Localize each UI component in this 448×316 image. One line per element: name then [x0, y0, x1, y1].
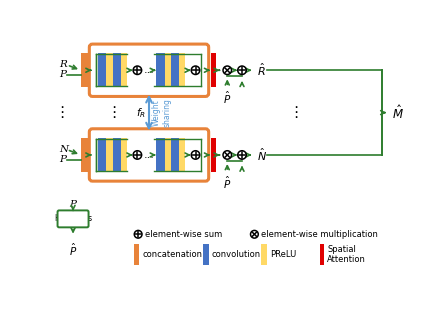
Text: $\hat{N}$: $\hat{N}$	[257, 147, 267, 163]
Text: PReLU: PReLU	[270, 250, 296, 259]
Bar	[134, 244, 139, 265]
Bar	[164, 53, 171, 87]
Text: convolution: convolution	[212, 250, 261, 259]
Text: Spatial
Attention: Spatial Attention	[327, 245, 366, 264]
Text: $\hat{P}$: $\hat{P}$	[223, 174, 232, 191]
FancyBboxPatch shape	[57, 210, 89, 227]
Text: R: R	[59, 60, 67, 70]
Text: ⋮: ⋮	[54, 105, 69, 120]
Bar	[81, 53, 88, 87]
Text: ⋮: ⋮	[107, 105, 122, 120]
Text: $\hat{P}$: $\hat{P}$	[223, 89, 232, 106]
Bar	[98, 53, 106, 87]
Text: concatenation: concatenation	[142, 250, 202, 259]
Text: P: P	[59, 155, 66, 164]
Bar	[179, 138, 185, 172]
Bar	[112, 53, 121, 87]
Bar	[171, 53, 179, 87]
Text: $\hat{M}$: $\hat{M}$	[392, 104, 403, 122]
Bar	[121, 53, 127, 87]
Bar	[156, 138, 164, 172]
Text: Weight
sharing: Weight sharing	[152, 98, 172, 127]
Text: N: N	[59, 145, 68, 154]
Bar	[121, 138, 127, 172]
Text: ...: ...	[143, 150, 155, 160]
Bar	[319, 244, 324, 265]
Text: P: P	[59, 70, 66, 79]
Text: element-wise sum: element-wise sum	[145, 230, 222, 239]
Bar	[171, 138, 179, 172]
Bar	[261, 244, 267, 265]
Bar	[211, 53, 216, 87]
Bar	[164, 138, 171, 172]
Text: $\hat{R}$: $\hat{R}$	[257, 62, 265, 78]
Text: P: P	[69, 200, 77, 209]
Bar	[156, 53, 164, 87]
Bar	[106, 138, 112, 172]
Bar	[179, 53, 185, 87]
Text: High-pass: High-pass	[54, 214, 92, 223]
Bar	[106, 53, 112, 87]
Bar	[203, 244, 209, 265]
Text: ⋮: ⋮	[289, 105, 304, 120]
Text: ...: ...	[143, 65, 155, 75]
Bar	[211, 138, 216, 172]
Bar	[98, 138, 106, 172]
Text: $\hat{P}$: $\hat{P}$	[69, 241, 77, 258]
Text: $f_R$: $f_R$	[136, 106, 146, 119]
Text: element-wise multiplication: element-wise multiplication	[261, 230, 378, 239]
Bar	[112, 138, 121, 172]
Bar	[81, 138, 88, 172]
